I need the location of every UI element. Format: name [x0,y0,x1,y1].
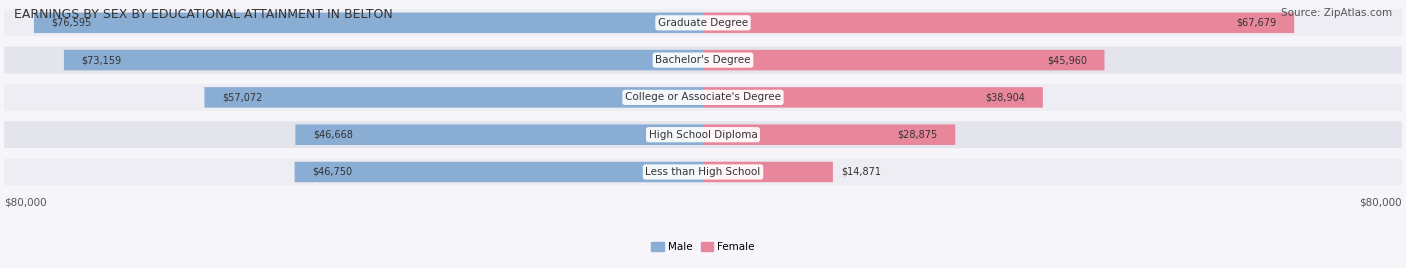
Text: $76,595: $76,595 [52,18,91,28]
Text: Graduate Degree: Graduate Degree [658,18,748,28]
Text: Less than High School: Less than High School [645,167,761,177]
Text: $67,679: $67,679 [1237,18,1277,28]
Text: $57,072: $57,072 [222,92,263,102]
Text: $45,960: $45,960 [1047,55,1087,65]
FancyBboxPatch shape [4,84,1402,111]
Text: Bachelor's Degree: Bachelor's Degree [655,55,751,65]
FancyBboxPatch shape [4,121,1402,148]
FancyBboxPatch shape [703,50,1105,70]
Text: EARNINGS BY SEX BY EDUCATIONAL ATTAINMENT IN BELTON: EARNINGS BY SEX BY EDUCATIONAL ATTAINMEN… [14,8,392,21]
FancyBboxPatch shape [4,9,1402,36]
Text: $73,159: $73,159 [82,55,121,65]
Text: $38,904: $38,904 [986,92,1025,102]
FancyBboxPatch shape [295,162,703,182]
Text: $28,875: $28,875 [897,130,938,140]
FancyBboxPatch shape [4,47,1402,73]
Text: $46,668: $46,668 [312,130,353,140]
FancyBboxPatch shape [295,124,703,145]
FancyBboxPatch shape [63,50,703,70]
Text: $80,000: $80,000 [1360,197,1402,207]
Text: Source: ZipAtlas.com: Source: ZipAtlas.com [1281,8,1392,18]
Text: $80,000: $80,000 [4,197,46,207]
Text: College or Associate's Degree: College or Associate's Degree [626,92,780,102]
Legend: Male, Female: Male, Female [647,238,759,256]
FancyBboxPatch shape [703,162,832,182]
FancyBboxPatch shape [703,124,955,145]
Text: High School Diploma: High School Diploma [648,130,758,140]
FancyBboxPatch shape [4,159,1402,185]
FancyBboxPatch shape [703,87,1043,108]
FancyBboxPatch shape [204,87,703,108]
FancyBboxPatch shape [703,13,1294,33]
Text: $14,871: $14,871 [842,167,882,177]
FancyBboxPatch shape [34,13,703,33]
Text: $46,750: $46,750 [312,167,353,177]
